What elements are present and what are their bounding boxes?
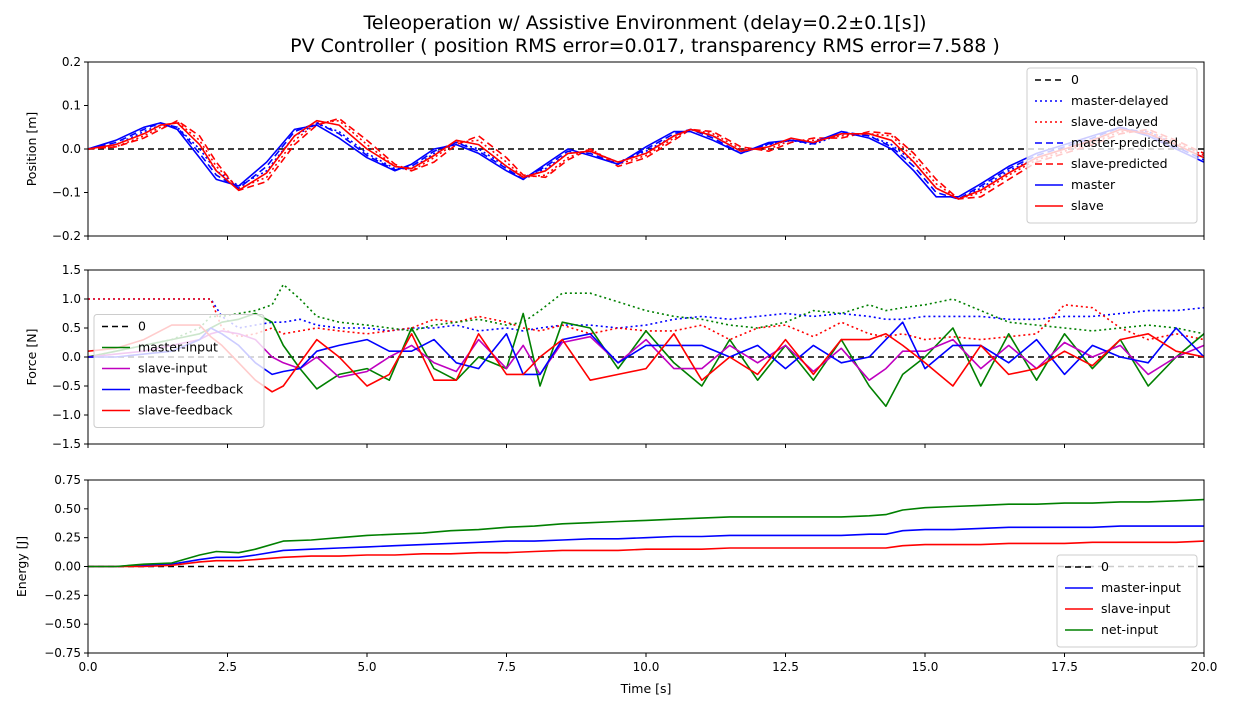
series-line-master [88,122,1204,198]
y-tick-label: −0.5 [52,379,81,393]
series-line-slave-predicted [88,117,1204,200]
y-tick-label: −1.0 [52,408,81,422]
x-tick-label: 5.0 [357,660,376,674]
y-tick-label: −0.50 [44,617,81,631]
legend: 0 master-delayed slave-delayed master-predi… [1026,67,1198,224]
x-tick-label: 20.0 [1191,660,1218,674]
y-tick-label: 1.5 [62,263,81,277]
y-tick-label: 0.0 [62,350,81,364]
legend-label: master-predicted [1071,135,1178,150]
legend-label: master [1071,177,1116,192]
series-group [88,117,1204,200]
legend-label: slave-delayed [1071,114,1158,129]
series-line-master-input [88,525,1204,568]
legend-label: slave-predicted [1071,156,1168,171]
y-tick-label: −0.1 [52,186,81,200]
series-line-net-input [88,498,1204,568]
plots: −0.2 −0.1 0.0 0.1 0.2 Position [m] 0 master-del… [14,55,1217,674]
x-tick-label: 15.0 [912,660,939,674]
x-axis-label: Time [s] [620,681,672,696]
y-tick-label: −0.25 [44,588,81,602]
x-tick-label: 17.5 [1051,660,1078,674]
y-tick-label: 0.25 [54,531,81,545]
plot-frame [87,269,1205,445]
subplot-2: −1.5 −1.0 −0.5 0.0 0.5 1.0 1.5 Force [N] 0 master… [24,263,1205,451]
x-tick-label: 12.5 [772,660,799,674]
series-line-slave-input [88,540,1204,568]
legend-label: slave-feedback [138,403,233,418]
series-line-unlabeled-2 [88,283,1204,358]
legend-label: net-input [1101,622,1158,637]
x-tick-label: 2.5 [218,660,237,674]
y-axis-label: Force [N] [24,329,39,386]
x-tick-label: 7.5 [497,660,516,674]
y-tick-label: 0.1 [62,99,81,113]
legend-label: slave-input [138,361,207,376]
y-axis-label: Position [m] [24,112,39,187]
series-line-slave [88,119,1204,200]
subplot-3: −0.75 −0.50 −0.25 0.00 0.25 0.50 0.75 0.0 2.5 5.0… [14,473,1217,674]
chart-title-line1: Teleoperation w/ Assistive Environment (… [362,12,926,34]
plot-frame [87,479,1205,654]
y-tick-label: 0.5 [62,321,81,335]
plot-frame [87,61,1205,237]
x-tick-label: 0.0 [78,660,97,674]
legend-label: master-delayed [1071,93,1169,108]
legend-box [93,314,265,428]
x-tick-label: 10.0 [633,660,660,674]
legend-label: 0 [1071,72,1079,87]
subplot-1: −0.2 −0.1 0.0 0.1 0.2 Position [m] 0 master-del… [24,55,1205,243]
y-tick-label: 0.00 [54,560,81,574]
y-tick-label: −0.2 [52,229,81,243]
y-tick-label: −0.75 [44,646,81,660]
legend-label: master-input [138,340,218,355]
y-tick-label: 0.0 [62,142,81,156]
legend-box [1026,67,1198,224]
legend-label: 0 [1101,559,1109,574]
legend-label: master-input [1101,580,1181,595]
legend-label: master-feedback [138,382,244,397]
chart-title-line2: PV Controller ( position RMS error=0.017… [290,35,1000,57]
y-tick-label: −1.5 [52,437,81,451]
y-tick-label: 0.2 [62,55,81,69]
legend-label: 0 [138,319,146,334]
legend-box [1056,554,1198,648]
series-group [88,498,1204,568]
legend: 0 master-input slave-input master-feedback s… [93,314,265,428]
y-tick-label: 1.0 [62,292,81,306]
y-tick-label: 0.75 [54,473,81,487]
legend-label: slave [1071,198,1104,213]
y-tick-label: 0.50 [54,502,81,516]
legend: 0 master-input slave-input net-input [1056,554,1198,648]
y-axis-label: Energy [J] [14,536,29,597]
legend-label: slave-input [1101,601,1170,616]
